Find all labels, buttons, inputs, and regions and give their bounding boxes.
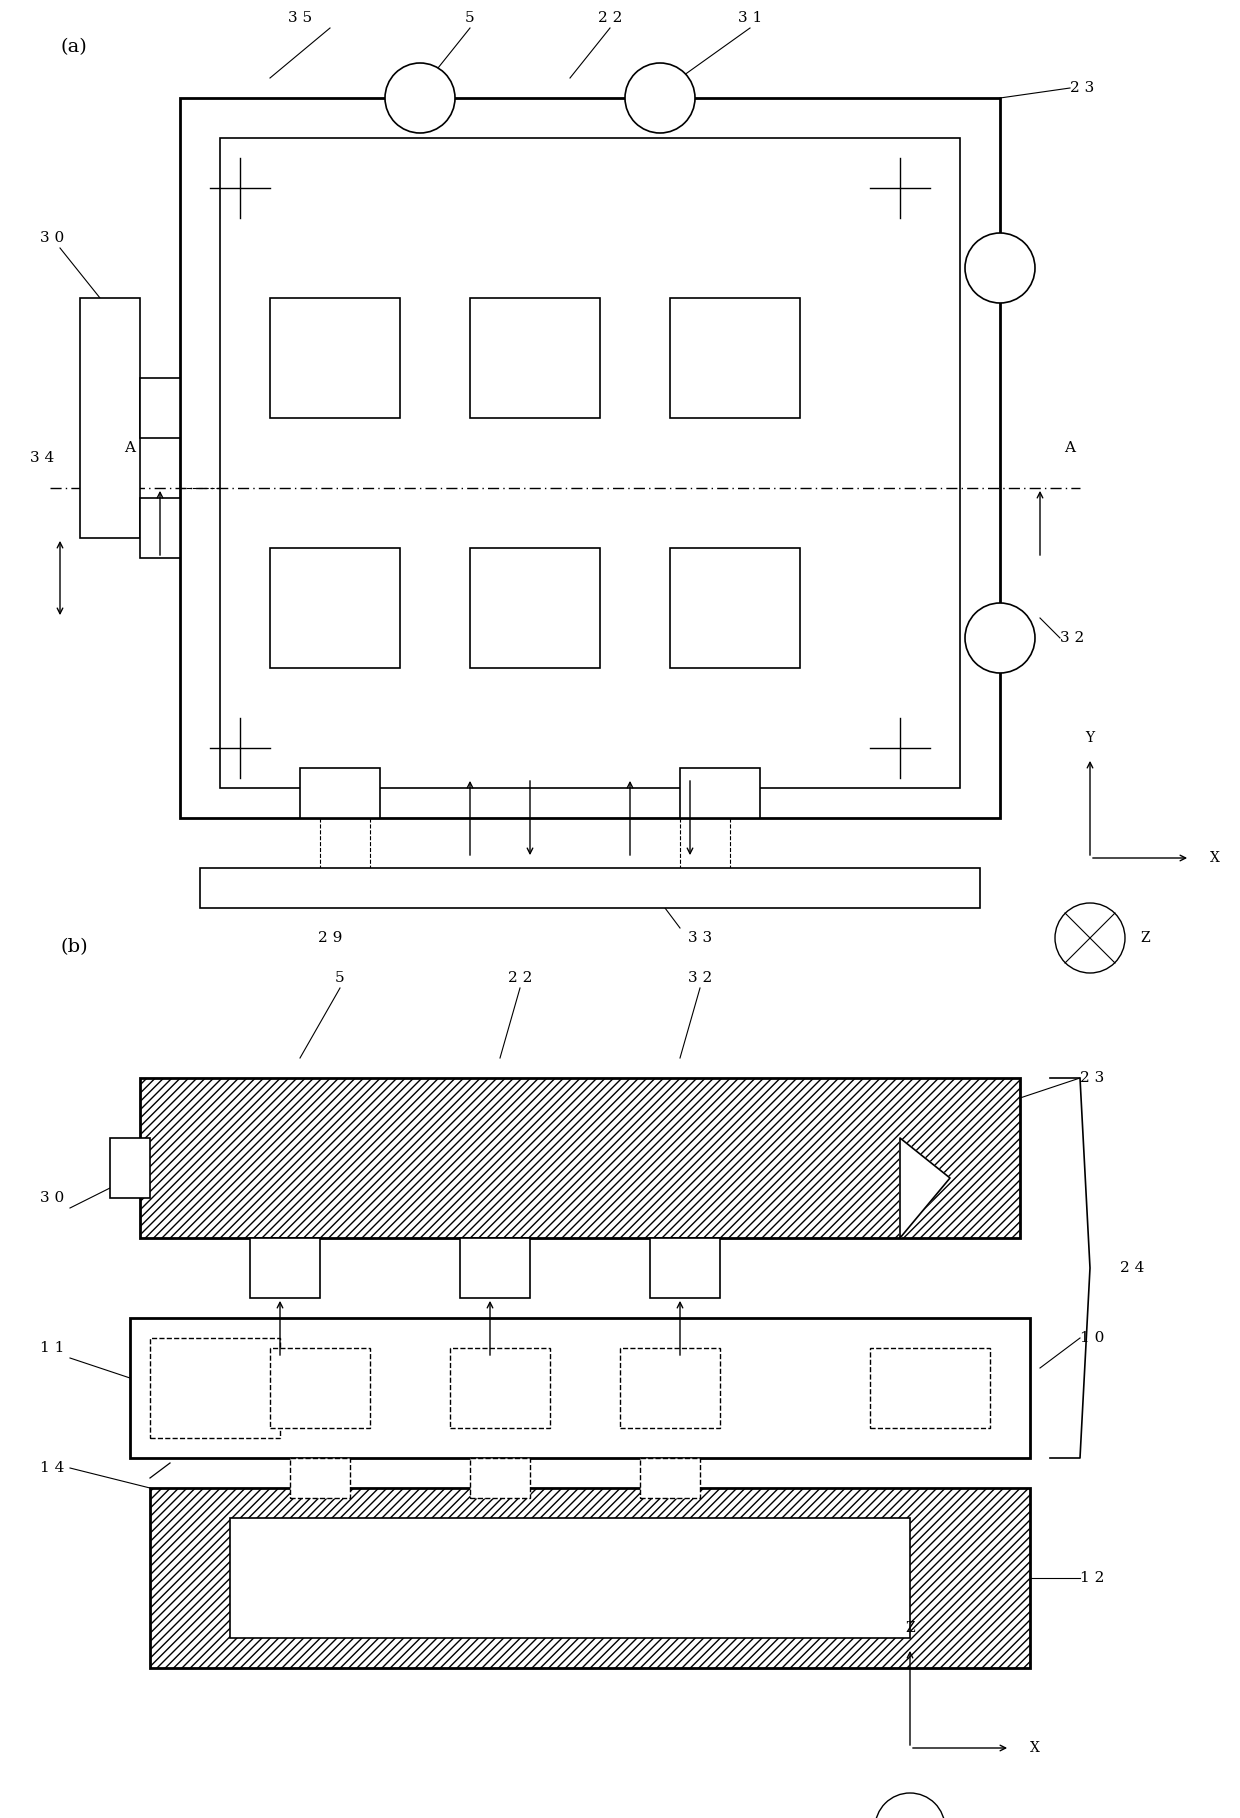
Bar bbox=[219, 138, 960, 787]
Text: 2 3: 2 3 bbox=[1070, 82, 1094, 95]
Text: 3 2: 3 2 bbox=[688, 971, 712, 985]
Bar bbox=[870, 1347, 990, 1427]
Bar bbox=[140, 498, 180, 558]
Text: X: X bbox=[1030, 1742, 1040, 1754]
Bar bbox=[470, 547, 600, 667]
Bar bbox=[270, 1347, 370, 1427]
Bar bbox=[250, 1238, 320, 1298]
Text: 2 9: 2 9 bbox=[317, 931, 342, 945]
Bar bbox=[640, 1458, 701, 1498]
Text: 3 1: 3 1 bbox=[738, 11, 763, 25]
Text: 2 2: 2 2 bbox=[508, 971, 532, 985]
Text: X: X bbox=[1210, 851, 1220, 865]
Text: 1 4: 1 4 bbox=[40, 1462, 64, 1474]
Bar bbox=[270, 547, 401, 667]
Polygon shape bbox=[900, 1138, 950, 1238]
Circle shape bbox=[1055, 904, 1125, 973]
Bar bbox=[140, 378, 180, 438]
Bar bbox=[229, 1518, 910, 1638]
Circle shape bbox=[625, 64, 694, 133]
Text: 2 4: 2 4 bbox=[1120, 1262, 1145, 1274]
Text: 1 1: 1 1 bbox=[40, 1342, 64, 1354]
Bar bbox=[670, 298, 800, 418]
Text: 5: 5 bbox=[465, 11, 475, 25]
Text: 1 2: 1 2 bbox=[1080, 1571, 1105, 1585]
Text: 3 0: 3 0 bbox=[40, 231, 64, 245]
Bar bbox=[270, 298, 401, 418]
Text: 2 2: 2 2 bbox=[598, 11, 622, 25]
Text: 3 2: 3 2 bbox=[1060, 631, 1084, 645]
Bar bbox=[300, 767, 379, 818]
Bar bbox=[460, 1238, 529, 1298]
Bar bbox=[650, 1238, 720, 1298]
Bar bbox=[450, 1347, 551, 1427]
Bar bbox=[130, 1318, 1030, 1458]
Text: Y: Y bbox=[1085, 731, 1095, 745]
Text: A: A bbox=[1064, 442, 1075, 454]
Text: 3 0: 3 0 bbox=[40, 1191, 64, 1205]
Bar bbox=[470, 1458, 529, 1498]
Circle shape bbox=[965, 233, 1035, 304]
Text: 2 3: 2 3 bbox=[1080, 1071, 1105, 1085]
Text: 5: 5 bbox=[335, 971, 345, 985]
Bar bbox=[290, 1458, 350, 1498]
Text: (a): (a) bbox=[60, 38, 87, 56]
Text: Z: Z bbox=[1140, 931, 1149, 945]
Circle shape bbox=[384, 64, 455, 133]
Bar bbox=[110, 1138, 150, 1198]
Bar bbox=[150, 1338, 280, 1438]
Text: 3 3: 3 3 bbox=[688, 931, 712, 945]
Circle shape bbox=[875, 1793, 945, 1818]
Bar bbox=[470, 298, 600, 418]
Bar bbox=[180, 98, 999, 818]
Bar bbox=[140, 1078, 1021, 1238]
Bar bbox=[620, 1347, 720, 1427]
Circle shape bbox=[965, 604, 1035, 673]
Bar bbox=[200, 867, 980, 907]
Text: 1 0: 1 0 bbox=[1080, 1331, 1105, 1345]
Text: Z: Z bbox=[905, 1622, 915, 1634]
Text: (b): (b) bbox=[60, 938, 88, 956]
Bar bbox=[670, 547, 800, 667]
Bar bbox=[680, 767, 760, 818]
Bar bbox=[81, 298, 140, 538]
Bar bbox=[150, 1487, 1030, 1667]
Bar bbox=[140, 1078, 1021, 1238]
Text: 3 5: 3 5 bbox=[288, 11, 312, 25]
Bar bbox=[150, 1487, 1030, 1667]
Text: A: A bbox=[124, 442, 135, 454]
Text: 3 4: 3 4 bbox=[30, 451, 55, 465]
